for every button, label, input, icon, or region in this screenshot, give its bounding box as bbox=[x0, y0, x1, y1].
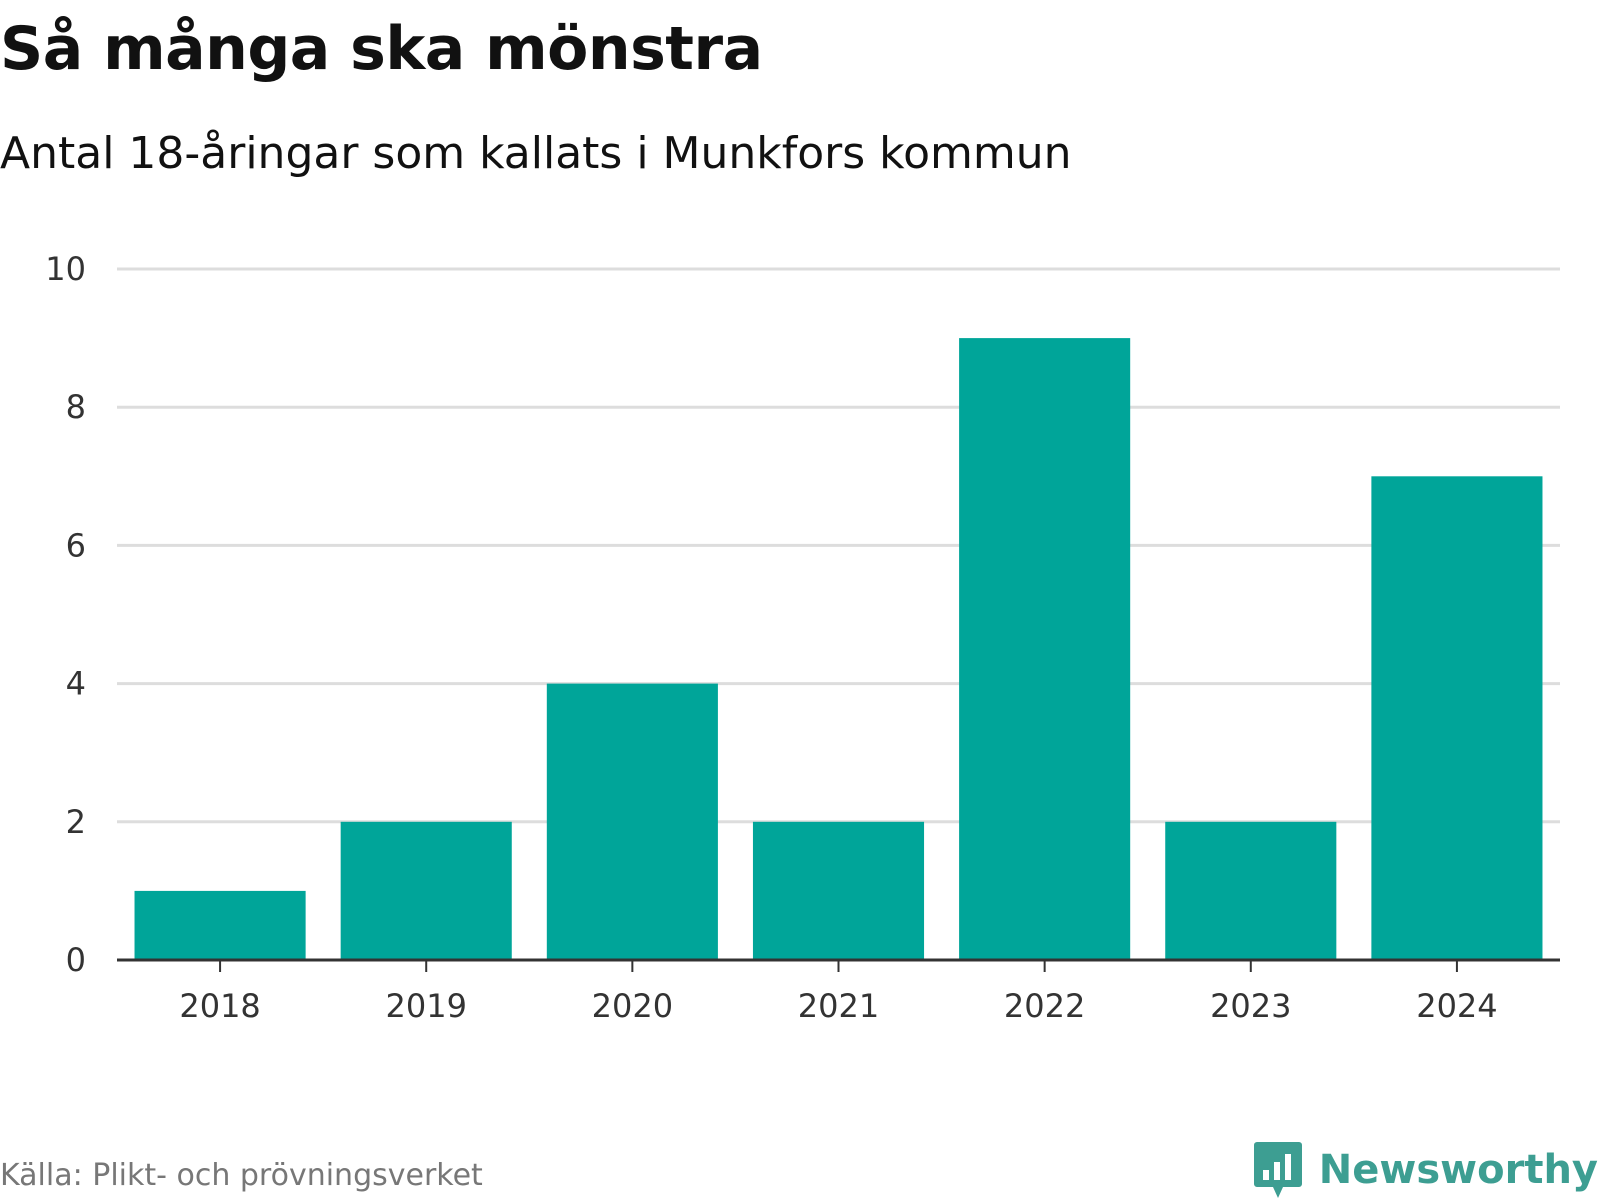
brand: Newsworthy bbox=[1253, 1140, 1598, 1200]
chart-title: Så många ska mönstra bbox=[0, 14, 763, 84]
y-tick-label: 0 bbox=[66, 941, 86, 979]
x-axis bbox=[117, 958, 1560, 972]
bar-2022 bbox=[959, 338, 1131, 961]
bar-2018 bbox=[134, 890, 306, 960]
x-tick-label: 2023 bbox=[1210, 987, 1291, 1025]
x-tick-label: 2022 bbox=[1004, 987, 1085, 1025]
bar-2020 bbox=[546, 683, 718, 960]
y-tick-label: 10 bbox=[45, 250, 86, 288]
bars bbox=[134, 338, 1543, 961]
source-note: Källa: Plikt- och prövningsverket bbox=[0, 1158, 483, 1193]
gridlines bbox=[117, 267, 1560, 824]
bar-chart: 0 2 4 6 8 10 2018 2019 2020 2021 2022 2023 2024 bbox=[45, 250, 1560, 1025]
bar-2019 bbox=[340, 821, 512, 960]
chart-subtitle: Antal 18-åringar som kallats i Munkfors … bbox=[0, 128, 1072, 179]
x-axis-labels: 2018 2019 2020 2021 2022 2023 2024 bbox=[179, 987, 1497, 1025]
newsworthy-logo-icon bbox=[1253, 1142, 1302, 1198]
brand-name: Newsworthy bbox=[1318, 1147, 1598, 1193]
y-tick-label: 2 bbox=[66, 803, 86, 841]
y-tick-label: 8 bbox=[66, 388, 86, 426]
bar-2023 bbox=[1165, 821, 1337, 960]
x-tick-label: 2020 bbox=[592, 987, 673, 1025]
bar-2021 bbox=[752, 821, 925, 960]
x-tick-label: 2018 bbox=[179, 987, 260, 1025]
x-tick-label: 2021 bbox=[798, 987, 879, 1025]
x-tick-label: 2019 bbox=[385, 987, 466, 1025]
bar-2024 bbox=[1371, 476, 1543, 960]
x-tick-label: 2024 bbox=[1416, 987, 1497, 1025]
y-tick-label: 6 bbox=[66, 526, 86, 564]
y-axis-labels: 0 2 4 6 8 10 bbox=[45, 250, 86, 979]
y-tick-label: 4 bbox=[66, 665, 86, 703]
